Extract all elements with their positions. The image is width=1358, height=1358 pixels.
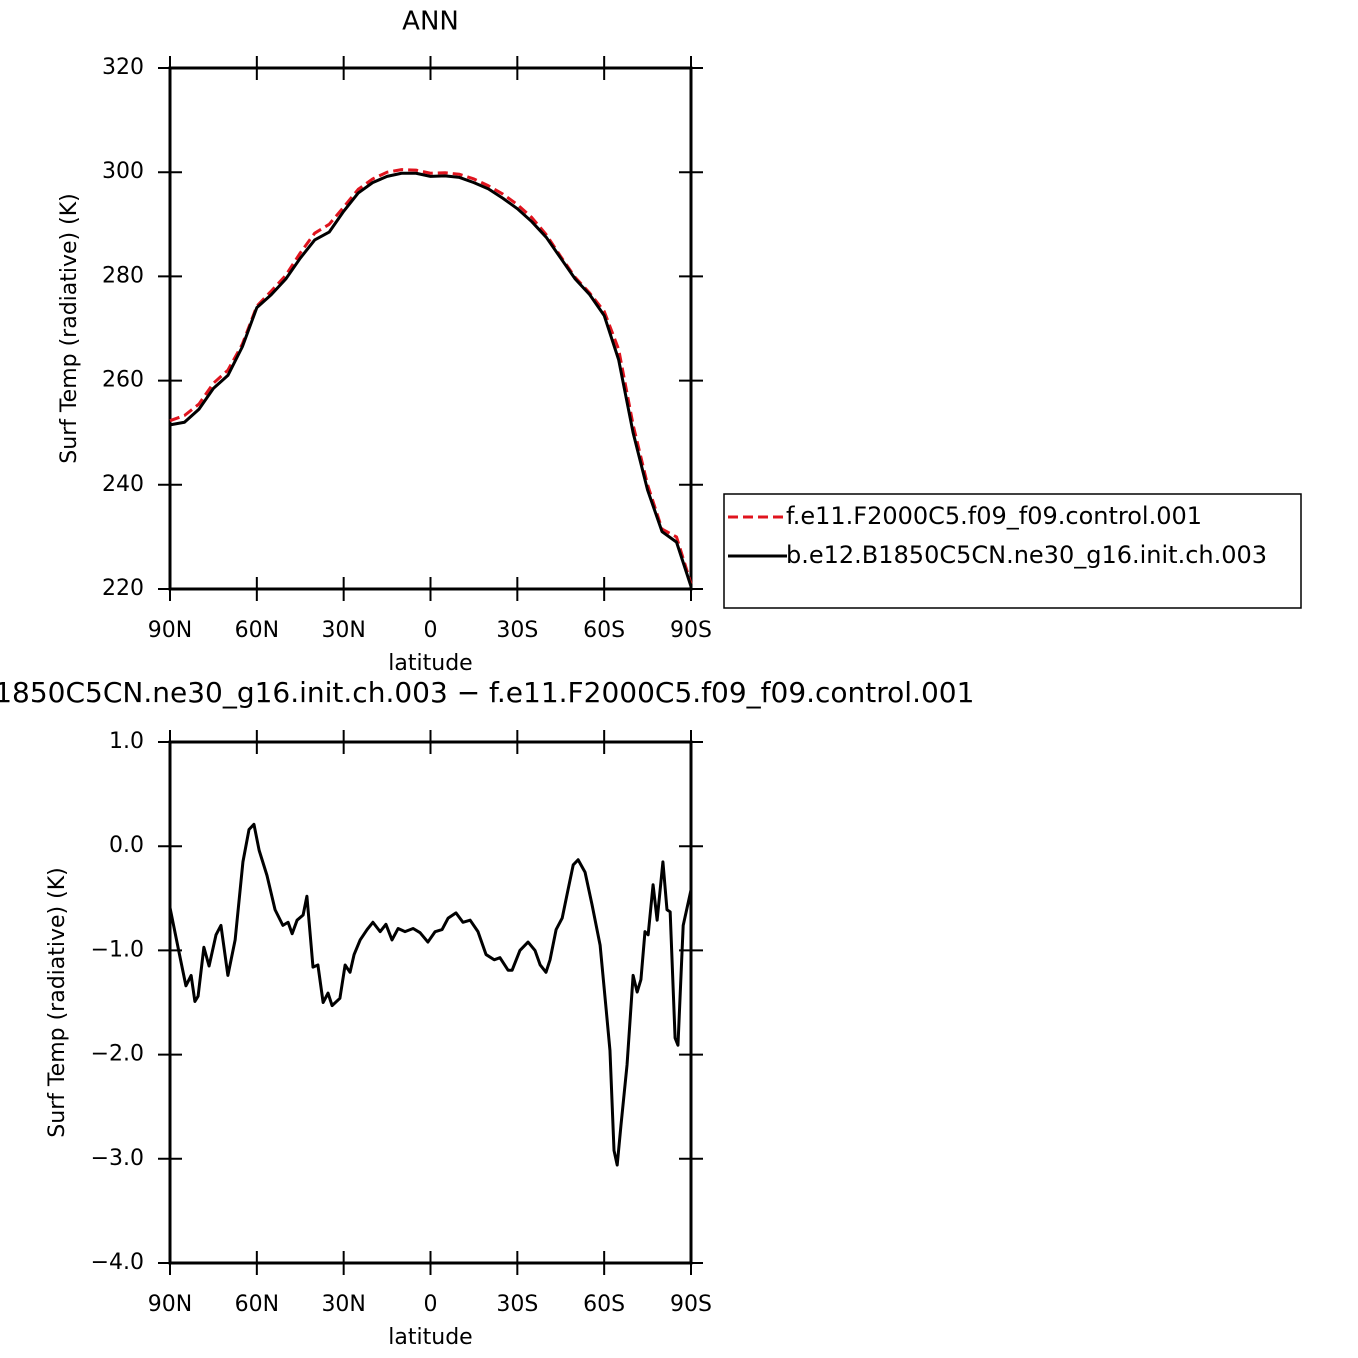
y-tick-label: 300 — [102, 159, 144, 184]
plot-frame — [168, 66, 693, 591]
x-tick-label: 30S — [496, 618, 538, 643]
legend-label: b.e12.B1850C5CN.ne30_g16.init.ch.003 — [786, 541, 1267, 569]
x-tick-label: 60N — [235, 618, 279, 643]
chart-title: ANN — [402, 7, 459, 37]
chart-title: b.e12.B1850C5CN.ne30_g16.init.ch.003 − f… — [0, 676, 974, 709]
y-tick-label: 240 — [102, 472, 144, 497]
y-tick-label: 320 — [102, 55, 144, 80]
x-tick-label: 90S — [670, 1292, 712, 1317]
y-tick-label: 220 — [102, 576, 144, 601]
x-tick-label: 60N — [235, 1292, 279, 1317]
y-tick-label: −3.0 — [91, 1146, 144, 1171]
x-tick-label: 90S — [670, 618, 712, 643]
y-axis-label: Surf Temp (radiative) (K) — [45, 867, 70, 1137]
y-tick-label: −1.0 — [91, 937, 144, 962]
y-tick-label: −4.0 — [91, 1250, 144, 1275]
data-line — [169, 168, 693, 585]
y-axis-label: Surf Temp (radiative) (K) — [57, 193, 82, 463]
x-tick-label: 30N — [321, 1292, 365, 1317]
plot-frame — [168, 740, 693, 1265]
x-tick-label: 60S — [583, 1292, 625, 1317]
x-tick-label: 0 — [424, 1292, 438, 1317]
x-tick-label: 90N — [148, 618, 192, 643]
x-tick-label: 90N — [148, 1292, 192, 1317]
y-tick-label: 280 — [102, 263, 144, 288]
x-tick-label: 0 — [424, 618, 438, 643]
x-axis-label: latitude — [388, 651, 472, 676]
x-axis-label: latitude — [388, 1325, 472, 1350]
legend-box — [723, 493, 1302, 609]
y-tick-label: 1.0 — [109, 729, 144, 754]
legend-label: f.e11.F2000C5.f09_f09.control.001 — [786, 502, 1202, 530]
data-line — [168, 822, 693, 1167]
y-tick-label: 0.0 — [109, 833, 144, 858]
y-tick-label: 260 — [102, 368, 144, 393]
x-tick-label: 60S — [583, 618, 625, 643]
data-line — [169, 171, 693, 587]
x-tick-label: 30N — [321, 618, 365, 643]
y-tick-label: −2.0 — [91, 1042, 144, 1067]
x-tick-label: 30S — [496, 1292, 538, 1317]
